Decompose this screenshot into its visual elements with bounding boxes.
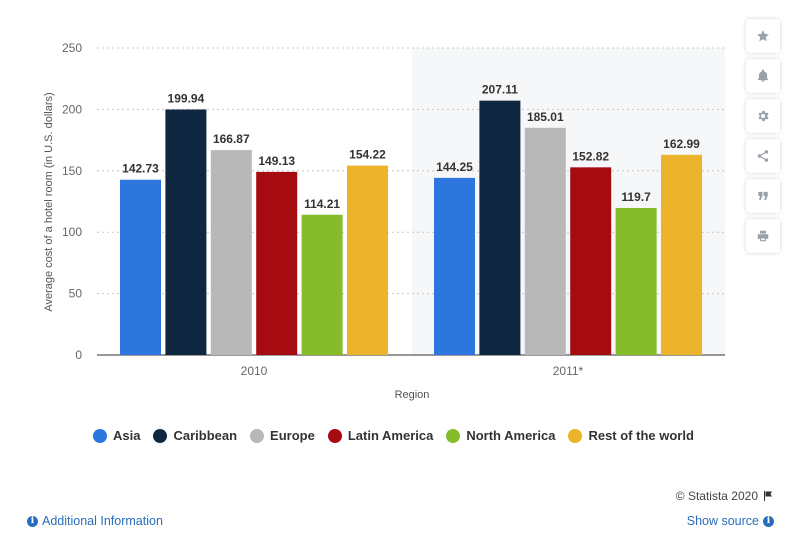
y-tick-label: 250 <box>62 41 82 55</box>
star-icon <box>757 30 769 42</box>
bar-value-label: 162.99 <box>663 137 700 151</box>
credit-text: © Statista 2020 <box>675 489 758 503</box>
info-icon: i <box>763 515 774 527</box>
bar[interactable] <box>120 179 161 355</box>
bar[interactable] <box>479 100 521 356</box>
bar-value-label: 166.87 <box>213 132 250 146</box>
print-button[interactable] <box>746 219 780 253</box>
legend-item[interactable]: Caribbean <box>153 428 237 443</box>
bar-value-label: 119.7 <box>621 190 651 204</box>
share-button[interactable] <box>746 139 780 173</box>
bar-value-label: 199.94 <box>168 91 205 105</box>
alert-button[interactable] <box>746 59 780 93</box>
x-tick-label: 2010 <box>241 364 268 378</box>
bar[interactable] <box>210 150 252 355</box>
y-tick-label: 100 <box>62 225 82 239</box>
info-icon: i <box>27 515 38 527</box>
y-tick-label: 0 <box>75 348 82 362</box>
legend-label: Asia <box>113 428 141 443</box>
bar[interactable] <box>661 154 702 355</box>
bar[interactable] <box>347 165 388 355</box>
legend-label: Caribbean <box>173 428 238 443</box>
cite-button[interactable] <box>746 179 780 213</box>
x-axis-title: Region <box>395 389 430 401</box>
bar[interactable] <box>570 167 612 355</box>
bar-value-label: 114.21 <box>304 197 340 211</box>
bar[interactable] <box>615 208 657 355</box>
y-axis-title: Average cost of a hotel room (in U.S. do… <box>43 92 55 311</box>
legend-item[interactable]: North America <box>446 428 555 443</box>
share-icon <box>757 150 769 162</box>
bar-value-label: 152.82 <box>572 149 609 163</box>
gear-icon <box>758 110 769 122</box>
bar-value-label: 142.73 <box>122 162 159 176</box>
print-icon <box>757 230 769 242</box>
legend-label: Latin America <box>347 428 434 443</box>
bar[interactable] <box>256 171 298 355</box>
legend: Asia Caribbean Europe Latin America North Am… <box>93 428 707 443</box>
bar[interactable] <box>165 109 207 355</box>
bars <box>120 100 702 356</box>
settings-button[interactable] <box>746 99 780 133</box>
additional-information-link[interactable]: i Additional Information <box>27 514 163 528</box>
legend-swatch <box>153 428 168 443</box>
y-tick-label: 200 <box>62 102 82 116</box>
legend-item[interactable]: Europe <box>250 428 315 443</box>
bar-value-label: 149.13 <box>258 154 295 168</box>
legend-label: Rest of the world <box>588 428 694 443</box>
y-tick-label: 150 <box>62 164 82 178</box>
show-source-link[interactable]: Show source i <box>687 514 774 528</box>
legend-swatch <box>93 428 107 443</box>
legend-swatch <box>568 428 583 443</box>
flag-icon <box>764 491 772 501</box>
bar-chart: 0 50 100 150 200 250 142.73 199.94 166.87 149.13… <box>43 41 725 401</box>
legend-swatch <box>327 428 342 443</box>
additional-information-label: Additional Information <box>42 514 163 528</box>
bell-icon <box>757 69 769 82</box>
legend-item[interactable]: Latin America <box>327 428 434 443</box>
bar[interactable] <box>301 214 343 355</box>
favorite-button[interactable] <box>746 19 780 53</box>
statista-credit[interactable]: © Statista 2020 <box>676 489 774 503</box>
show-source-label: Show source <box>686 514 759 528</box>
legend-item[interactable]: Rest of the world <box>568 428 694 443</box>
bar[interactable] <box>434 177 475 355</box>
y-axis-ticks: 0 50 100 150 200 250 <box>62 41 82 362</box>
x-tick-label: 2011* <box>553 364 584 378</box>
bar-value-label: 154.22 <box>349 148 386 162</box>
bar-value-label: 207.11 <box>482 83 518 97</box>
sidebar-toolbar <box>746 19 782 253</box>
bar-value-label: 144.25 <box>436 160 473 174</box>
quote-icon <box>758 191 768 201</box>
legend-item[interactable]: Asia <box>93 428 140 443</box>
x-axis-ticks: 2010 2011* <box>241 364 584 378</box>
y-tick-label: 50 <box>69 287 83 301</box>
legend-swatch <box>446 428 461 443</box>
legend-label: Europe <box>270 428 315 443</box>
bar-labels: 142.73 199.94 166.87 149.13 114.21 154.22 144.… <box>122 83 700 211</box>
legend-label: North America <box>466 428 556 443</box>
legend-swatch <box>250 428 265 443</box>
bar[interactable] <box>524 127 566 356</box>
bar-value-label: 185.01 <box>527 110 564 124</box>
